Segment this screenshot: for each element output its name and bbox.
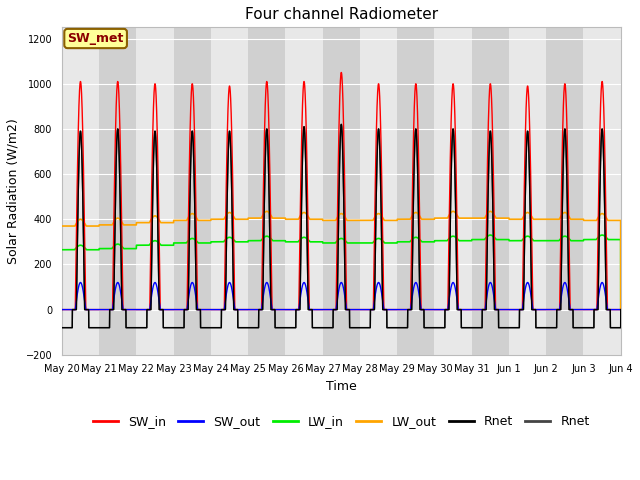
SW_out: [323, 307, 330, 312]
Rnet: [617, 307, 625, 312]
Rnet: [337, 121, 345, 127]
Bar: [173, 27, 211, 355]
SW_in: [467, 307, 474, 312]
Title: Four channel Radiometer: Four channel Radiometer: [244, 7, 438, 22]
SW_out: [248, 307, 255, 312]
Line: LW_in: LW_in: [62, 235, 621, 310]
SW_out: [617, 307, 625, 312]
Line: Rnet: Rnet: [62, 124, 621, 328]
LW_out: [467, 215, 474, 221]
Rnet: [586, 325, 594, 331]
Rnet: [337, 121, 345, 127]
SW_in: [248, 307, 255, 312]
LW_in: [586, 237, 594, 242]
LW_in: [248, 238, 255, 243]
Bar: [136, 27, 173, 355]
LW_in: [58, 247, 66, 252]
Line: SW_out: SW_out: [62, 283, 621, 310]
SW_out: [467, 307, 474, 312]
LW_in: [617, 307, 625, 312]
Bar: [360, 27, 397, 355]
Rnet: [323, 325, 330, 331]
Bar: [99, 27, 136, 355]
Line: SW_in: SW_in: [62, 72, 621, 310]
SW_in: [58, 307, 66, 312]
Bar: [211, 27, 248, 355]
Rnet: [617, 307, 625, 312]
LW_out: [483, 213, 490, 218]
LW_out: [248, 215, 255, 221]
SW_out: [483, 298, 490, 304]
LW_out: [593, 216, 601, 222]
SW_in: [593, 279, 601, 285]
Legend: SW_in, SW_out, LW_in, LW_out, Rnet, Rnet: SW_in, SW_out, LW_in, LW_out, Rnet, Rnet: [88, 410, 595, 433]
Line: Rnet: Rnet: [62, 124, 621, 328]
Y-axis label: Solar Radiation (W/m2): Solar Radiation (W/m2): [7, 118, 20, 264]
Bar: [546, 27, 584, 355]
SW_in: [337, 70, 345, 75]
LW_out: [323, 217, 330, 223]
Bar: [248, 27, 285, 355]
LW_out: [58, 223, 66, 229]
Rnet: [248, 325, 255, 331]
Line: LW_out: LW_out: [62, 211, 621, 310]
LW_out: [617, 307, 625, 312]
LW_in: [483, 235, 490, 240]
Rnet: [467, 325, 474, 331]
SW_in: [483, 234, 490, 240]
Bar: [472, 27, 509, 355]
Bar: [285, 27, 323, 355]
Text: SW_met: SW_met: [67, 32, 124, 45]
Rnet: [58, 325, 66, 331]
Rnet: [593, 307, 601, 312]
Bar: [323, 27, 360, 355]
LW_in: [323, 240, 330, 246]
Bar: [509, 27, 546, 355]
Rnet: [467, 325, 474, 331]
Rnet: [323, 325, 330, 331]
LW_in: [593, 236, 601, 241]
SW_out: [58, 307, 66, 312]
Rnet: [586, 325, 594, 331]
X-axis label: Time: Time: [326, 380, 356, 393]
Rnet: [483, 307, 490, 312]
Rnet: [248, 325, 255, 331]
Rnet: [58, 325, 66, 331]
LW_out: [586, 217, 594, 223]
SW_in: [617, 307, 625, 312]
Bar: [435, 27, 472, 355]
SW_out: [586, 307, 594, 312]
Bar: [397, 27, 435, 355]
SW_out: [593, 303, 601, 309]
Rnet: [593, 307, 601, 312]
SW_in: [323, 307, 330, 312]
LW_in: [467, 238, 474, 243]
Bar: [584, 27, 621, 355]
SW_out: [77, 280, 84, 286]
Rnet: [483, 307, 490, 312]
SW_in: [586, 307, 594, 312]
LW_in: [598, 232, 606, 238]
LW_out: [486, 208, 494, 214]
Bar: [62, 27, 99, 355]
